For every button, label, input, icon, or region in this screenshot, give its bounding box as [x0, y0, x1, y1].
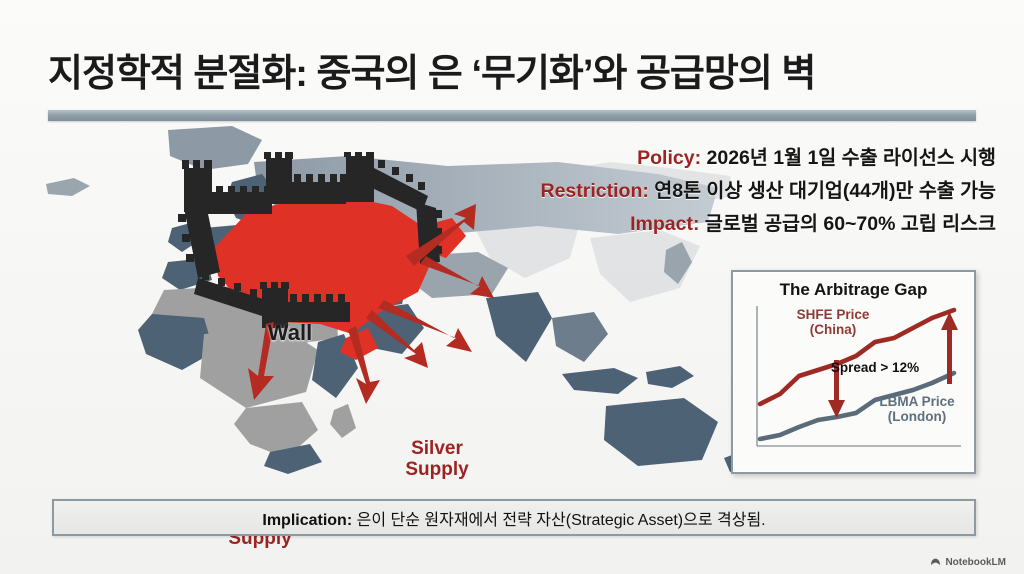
- chart-series-label-lbma: LBMA Price (London): [869, 394, 965, 424]
- policy-key: Policy:: [637, 147, 702, 169]
- arbitrage-gap-chart: The Arbitrage Gap SHFE Price (China): [731, 270, 976, 474]
- policy-value: 2026년 1월 1일 수출 라이선스 시행: [706, 147, 997, 169]
- chart-plot-area: [756, 306, 961, 447]
- policy-value: 연8톤 이상 생산 대기업(44개)만 수출 가능: [654, 180, 996, 202]
- silver-supply-east-line2: Supply: [405, 459, 469, 480]
- silver-supply-east-line1: Silver: [411, 438, 463, 459]
- series-line-shfe: [757, 307, 957, 407]
- map-label-wall: Wall: [267, 320, 313, 345]
- watermark-label: NotebookLM: [945, 557, 1006, 568]
- page-title: 지정학적 분절화: 중국의 은 ‘무기화’와 공급망의 벽: [48, 53, 816, 95]
- world-map-graphic: Wall Silver Supply Silver Supply: [0, 122, 1024, 549]
- chart-spread-annotation: Spread > 12%: [830, 360, 920, 375]
- shfe-label-line1: SHFE Price: [796, 307, 870, 322]
- notebooklm-watermark: NotebookLM: [930, 557, 1006, 568]
- gap-arrow-up: [941, 312, 958, 384]
- shfe-label-line2: (China): [809, 322, 857, 337]
- title-divider: [48, 110, 976, 121]
- implication-banner: Implication: 은이 단순 원자재에서 전략 자산(Strategic…: [52, 499, 976, 536]
- policy-key: Restriction:: [540, 180, 649, 202]
- chart-series-label-shfe: SHFE Price (China): [785, 307, 881, 337]
- policy-key: Impact:: [630, 213, 700, 235]
- policy-row: Restriction: 연8톤 이상 생산 대기업(44개)만 수출 가능: [476, 175, 997, 208]
- notebooklm-logo-icon: [931, 558, 941, 565]
- chart-title: The Arbitrage Gap: [779, 280, 928, 299]
- policy-row: Impact: 글로벌 공급의 60~70% 고립 리스크: [476, 208, 996, 241]
- lbma-label-line2: (London): [887, 409, 947, 424]
- implication-text: Implication: 은이 단순 원자재에서 전략 자산(Strategic…: [262, 506, 765, 530]
- implication-key: Implication:: [262, 511, 353, 529]
- map-label-silver-supply-east: Silver Supply: [382, 438, 492, 480]
- lbma-label-line1: LBMA Price: [879, 394, 955, 409]
- policy-value: 글로벌 공급의 60~70% 고립 리스크: [704, 213, 996, 235]
- implication-value: 은이 단순 원자재에서 전략 자산(Strategic Asset)으로 격상됨…: [356, 511, 766, 529]
- series-line-lbma: [757, 370, 957, 442]
- china-wall-graphic: [178, 152, 466, 360]
- policy-row: Policy: 2026년 1월 1일 수출 라이선스 시행: [476, 142, 996, 175]
- spread-arrow-down: [828, 360, 845, 418]
- policy-detail-list: Policy: 2026년 1월 1일 수출 라이선스 시행 Restricti…: [476, 142, 997, 241]
- silver-export-arrows: [248, 204, 494, 404]
